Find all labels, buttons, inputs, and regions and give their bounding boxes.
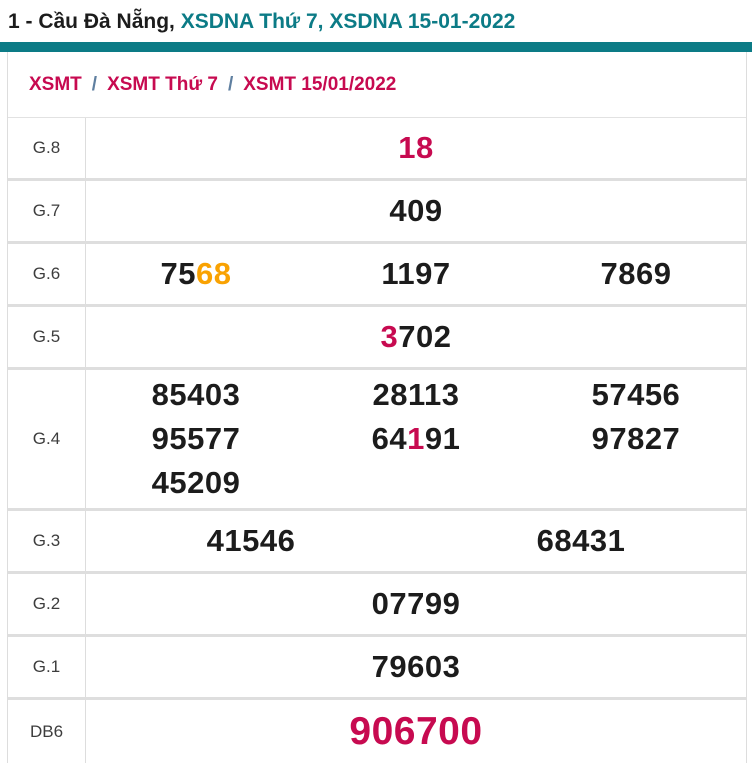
digits: 57456 [591,377,681,412]
prize-values: 906700 [86,700,746,763]
highlighted-digits: 68 [195,256,232,291]
prize-number: 07799 [86,582,746,626]
digits: 95577 [151,421,241,456]
prize-number: 906700 [86,710,746,754]
prize-label: G.6 [8,244,86,304]
table-row-g3: G.3 41546 68431 [8,511,746,574]
prize-label: G.4 [8,370,86,508]
digits: 7869 [600,256,672,291]
prize-label: G.8 [8,118,86,178]
results-panel: XSMT / XSMT Thứ 7 / XSMT 15/01/2022 G.8 1… [7,52,747,763]
prize-label: G.3 [8,511,86,571]
prize-number: 85403 [86,373,306,417]
digits: 41546 [206,523,296,558]
prize-number: 79603 [86,645,746,689]
breadcrumb-separator: / [91,73,98,95]
digits: 75 [160,256,196,291]
highlighted-digits: 1 [407,421,425,456]
breadcrumb-separator: / [227,73,234,95]
prize-label: DB6 [8,700,86,763]
prize-number: 7869 [526,252,746,296]
prize-number: 3 702 [86,315,746,359]
prize-number: 45209 [86,461,306,505]
table-row-g1: G.1 79603 [8,637,746,700]
prize-number: 64 1 91 [306,417,526,461]
prize-number: 409 [86,189,746,233]
prize-number: 28113 [306,373,526,417]
prize-label: G.7 [8,181,86,241]
prize-values: 18 [86,118,746,178]
digits: 68431 [536,523,626,558]
prize-values: 75 68 1197 7869 [86,244,746,304]
digits: 702 [398,319,452,354]
breadcrumb-item-xsmt-date[interactable]: XSMT 15/01/2022 [243,73,397,95]
digits: 28113 [372,377,460,412]
prize-label: G.1 [8,637,86,697]
table-row-g8: G.8 18 [8,118,746,181]
prize-values: 07799 [86,574,746,634]
digits: 409 [389,193,443,228]
table-row-g6: G.6 75 68 1197 7869 [8,244,746,307]
digits: 85403 [151,377,241,412]
digits: 91 [424,421,461,456]
table-row-g5: G.5 3 702 [8,307,746,370]
digits: 45209 [151,465,241,500]
digits: 1197 [381,256,451,291]
highlighted-digits: 18 [398,130,434,165]
prize-number: 75 68 [86,252,306,296]
page-title: 1 - Cầu Đà Nẵng, XSDNA Thứ 7, XSDNA 15-0… [8,9,752,34]
page-title-plain: 1 - Cầu Đà Nẵng, [8,10,181,33]
breadcrumb: XSMT / XSMT Thứ 7 / XSMT 15/01/2022 [8,52,746,118]
results-table: G.8 18 G.7 409 G.6 75 68 1197 7869 G.5 3 702 G.4 8540… [8,118,746,763]
accent-divider-bar [0,42,752,52]
digits: 64 [371,421,408,456]
table-row-g2: G.2 07799 [8,574,746,637]
prize-values: 3 702 [86,307,746,367]
prize-values: 85403 28113 57456 95577 64 1 91 97827 45209 [86,370,746,508]
prize-values: 41546 68431 [86,511,746,571]
prize-number: 57456 [526,373,746,417]
digits: 79603 [371,649,461,684]
prize-number: 41546 [86,519,416,563]
page-title-link[interactable]: XSDNA Thứ 7, XSDNA 15-01-2022 [180,10,516,33]
breadcrumb-item-xsmt-thu7[interactable]: XSMT Thứ 7 [107,73,218,95]
prize-values: 79603 [86,637,746,697]
prize-number: 1197 [306,252,526,296]
prize-label: G.2 [8,574,86,634]
breadcrumb-item-xsmt[interactable]: XSMT [29,73,82,95]
table-row-g7: G.7 409 [8,181,746,244]
highlighted-digits: 3 [380,319,399,354]
prize-number: 97827 [526,417,746,461]
prize-number: 18 [86,126,746,170]
prize-values: 409 [86,181,746,241]
highlighted-digits: 906700 [349,709,483,753]
prize-number: 68431 [416,519,746,563]
prize-label: G.5 [8,307,86,367]
prize-number: 95577 [86,417,306,461]
digits: 97827 [591,421,681,456]
table-row-db6: DB6 906700 [8,700,746,763]
table-row-g4: G.4 85403 28113 57456 95577 64 1 91 97827 45209 [8,370,746,511]
digits: 07799 [371,586,461,621]
